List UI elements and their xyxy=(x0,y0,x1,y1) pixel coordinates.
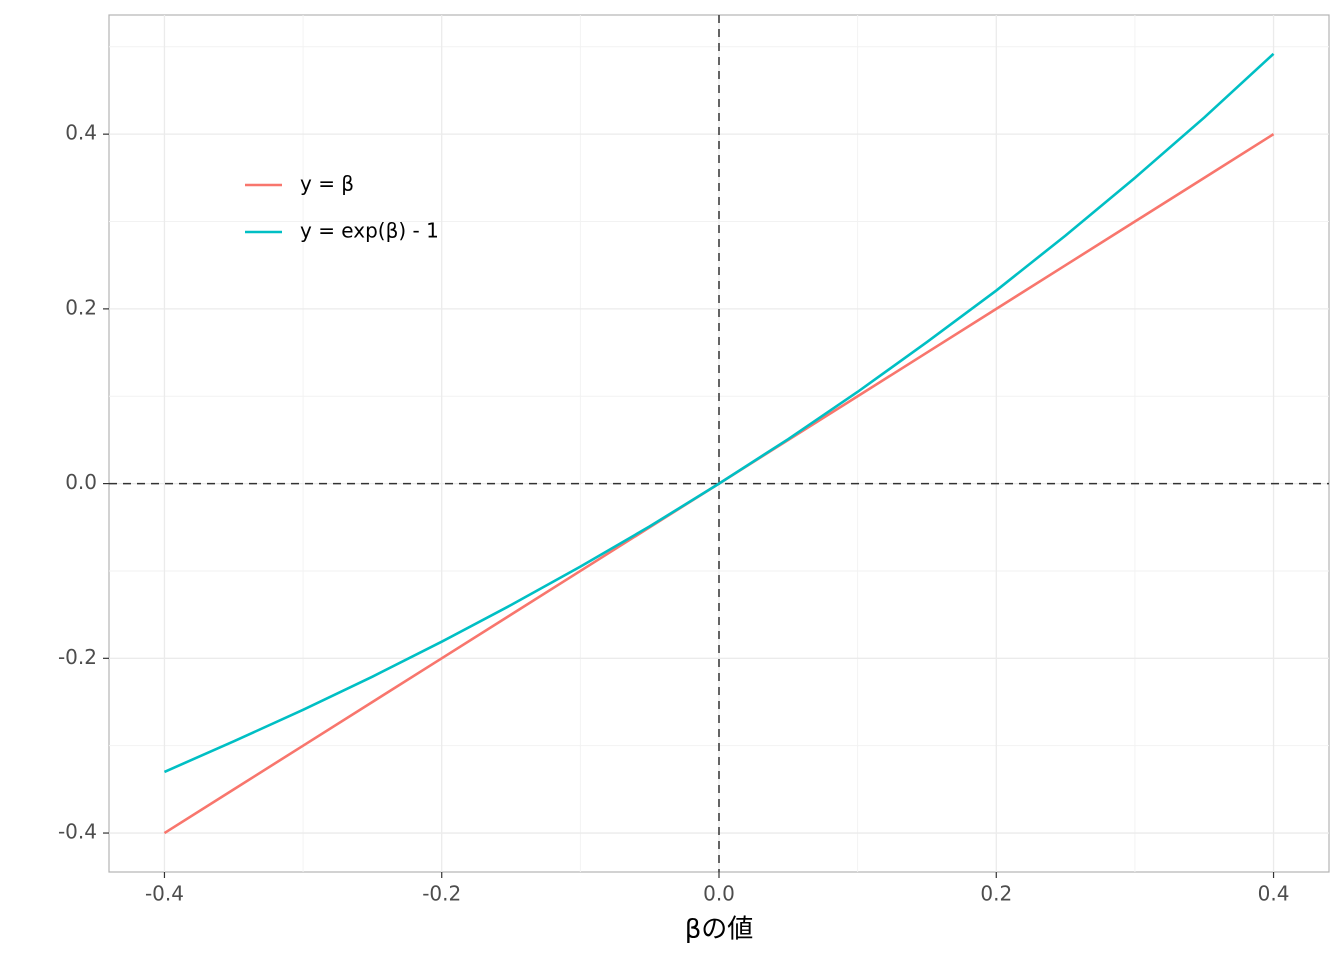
x-tick-label: 0.4 xyxy=(1258,882,1290,906)
y-tick-label: 0.0 xyxy=(65,470,97,494)
x-tick-label: -0.4 xyxy=(145,882,184,906)
x-axis-label: βの値 xyxy=(685,915,754,945)
axes: -0.4 -0.2 0.0 0.2 0.4 -0.4 -0.2 0.0 0.2 0.4 xyxy=(58,121,1289,906)
y-tick-label: 0.2 xyxy=(65,295,97,319)
x-tick-label: 0.2 xyxy=(980,882,1012,906)
x-tick-label: 0.0 xyxy=(703,882,735,906)
x-tick-label: -0.2 xyxy=(422,882,461,906)
legend: y = β y = exp(β) - 1 xyxy=(245,172,439,243)
line-series xyxy=(163,52,1275,774)
y-tick-label: -0.4 xyxy=(58,820,97,844)
lines xyxy=(163,52,1275,835)
legend-label: y = β xyxy=(300,172,354,196)
y-tick-label: 0.4 xyxy=(65,121,97,145)
legend-label: y = exp(β) - 1 xyxy=(300,219,439,243)
y-tick-label: -0.2 xyxy=(58,645,97,669)
